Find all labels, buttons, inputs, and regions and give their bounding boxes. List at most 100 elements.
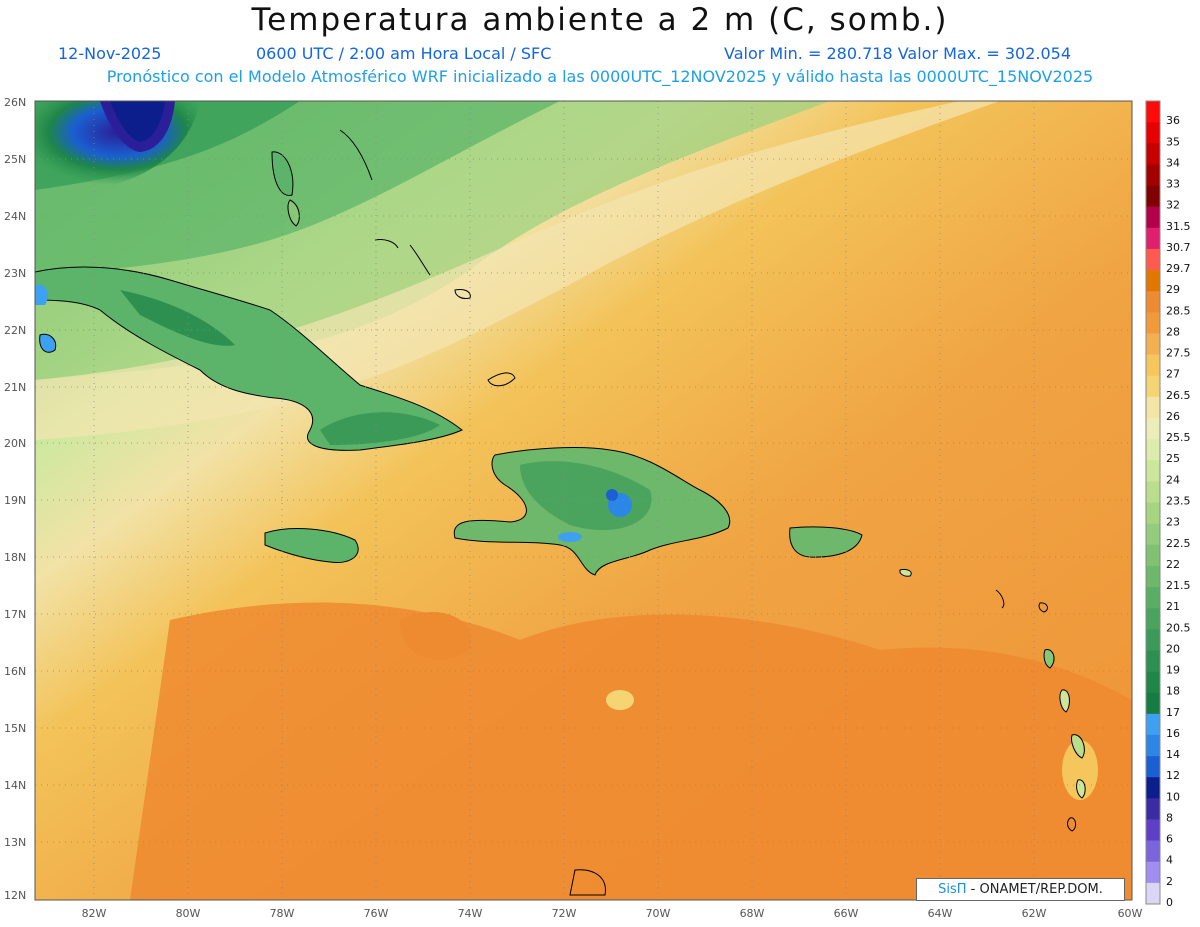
colorbar-swatch [1146, 417, 1160, 440]
colorbar-label: 26 [1166, 410, 1180, 423]
colorbar-label: 22.5 [1166, 537, 1191, 550]
colorbar-swatch [1146, 481, 1160, 503]
colorbar-swatch [1146, 312, 1160, 334]
colorbar-label: 25 [1166, 452, 1180, 465]
credit-text: - ONAMET/REP.DOM. [966, 882, 1103, 897]
lat-label: 26N [4, 96, 26, 109]
colorbar-label: 21 [1166, 600, 1180, 613]
value-min-max: Valor Min. = 280.718 Valor Max. = 302.05… [724, 44, 1072, 63]
colorbar-swatch [1146, 544, 1160, 567]
forecast-time: 0600 UTC / 2:00 am Hora Local / SFC [256, 44, 552, 63]
colorbar-swatch [1146, 164, 1160, 186]
lat-label: 15N [4, 722, 26, 735]
lon-label: 74W [458, 907, 483, 920]
colorbar-label: 36 [1166, 114, 1180, 127]
colorbar-swatch [1146, 206, 1160, 229]
lat-label: 12N [4, 889, 26, 902]
colorbar-swatch [1146, 270, 1160, 292]
colorbar-swatch [1146, 671, 1160, 693]
chart-title: Temperatura ambiente a 2 m (C, somb.) [251, 2, 949, 38]
lon-label: 66W [834, 907, 859, 920]
colorbar-swatch [1146, 840, 1160, 863]
colorbar-swatch [1146, 227, 1160, 250]
lon-label: 62W [1022, 907, 1047, 920]
colorbar-label: 19 [1166, 664, 1180, 677]
colorbar-label: 18 [1166, 685, 1180, 698]
lat-label: 23N [4, 267, 26, 280]
jamaica-landmass [264, 528, 359, 564]
colorbar-swatch [1146, 756, 1160, 778]
colorbar-swatch [1146, 861, 1160, 884]
lat-label: 22N [4, 324, 26, 337]
colorbar-swatch [1146, 587, 1160, 609]
colorbar-swatch [1146, 798, 1160, 820]
map-plot-area [35, 101, 1132, 900]
colorbar-swatch [1146, 882, 1160, 905]
lat-label: 24N [4, 210, 26, 223]
colorbar-swatch [1146, 460, 1160, 482]
colorbar-label: 27.5 [1166, 347, 1191, 360]
lat-label: 17N [4, 608, 26, 621]
lat-label: 16N [4, 665, 26, 678]
colorbar-label: 23 [1166, 516, 1180, 529]
colorbar-label: 10 [1166, 790, 1180, 803]
colorbar-swatch [1146, 734, 1160, 757]
colorbar-swatch [1146, 333, 1160, 355]
colorbar-label: 14 [1166, 748, 1180, 761]
colorbar-label: 20.5 [1166, 621, 1191, 634]
colorbar-label: 32 [1166, 199, 1180, 212]
colorbar-label: 25.5 [1166, 431, 1191, 444]
credit-box: SisΠ - ONAMET/REP.DOM. [916, 878, 1125, 901]
lat-label: 20N [4, 437, 26, 450]
lat-label: 13N [4, 836, 26, 849]
colorbar-label: 28.5 [1166, 304, 1191, 317]
lon-label: 82W [82, 907, 107, 920]
colorbar-label: 24 [1166, 473, 1180, 486]
lon-label: 78W [270, 907, 295, 920]
colorbar-label: 27 [1166, 368, 1180, 381]
lat-label: 25N [4, 153, 26, 166]
forecast-description: Pronóstico con el Modelo Atmosférico WRF… [106, 67, 1094, 86]
lon-label: 80W [176, 907, 201, 920]
colorbar-swatch [1146, 354, 1160, 377]
colorbar-frame [1145, 100, 1161, 905]
longitude-labels: 82W 80W 78W 76W 74W 72W 70W 68W 66W 64W … [82, 907, 1143, 920]
colorbar-label: 17 [1166, 706, 1180, 719]
colorbar-label: 8 [1166, 811, 1173, 824]
puerto-rico-landmass [789, 526, 863, 558]
colorbar-label: 20 [1166, 642, 1180, 655]
colorbar-label: 0 [1166, 896, 1173, 909]
colorbar-swatch [1146, 375, 1160, 398]
colorbar-swatch [1146, 396, 1160, 419]
lon-label: 70W [646, 907, 671, 920]
colorbar-swatch [1146, 692, 1160, 715]
colorbar-label: 21.5 [1166, 579, 1191, 592]
lat-label: 21N [4, 381, 26, 394]
colorbar-swatch [1146, 565, 1160, 588]
colorbar-label: 28 [1166, 325, 1180, 338]
colorbar-label: 6 [1166, 833, 1173, 846]
colorbar-label: 22 [1166, 558, 1180, 571]
forecast-date: 12-Nov-2025 [58, 44, 162, 63]
temperature-map: 26N 25N 24N 23N 22N 21N 20N 19N 18N 17N … [4, 96, 1191, 920]
colorbar-swatch [1146, 143, 1160, 165]
lon-label: 72W [552, 907, 577, 920]
colorbar-swatch [1146, 523, 1160, 546]
colorbar-swatch [1146, 777, 1160, 799]
colorbar-swatch [1146, 608, 1160, 630]
colorbar-label: 29 [1166, 283, 1180, 296]
colorbar-label: 2 [1166, 875, 1173, 888]
colorbar-label: 29.7 [1166, 262, 1191, 275]
colorbar-label: 23.5 [1166, 495, 1191, 508]
lon-label: 60W [1118, 907, 1143, 920]
colorbar-label: 33 [1166, 178, 1180, 191]
lon-label: 76W [364, 907, 389, 920]
colorbar-swatch [1146, 291, 1160, 313]
colorbar-label: 12 [1166, 769, 1180, 782]
colorbar-swatch [1146, 439, 1160, 461]
colorbar-swatch [1146, 101, 1160, 123]
colorbar-swatch [1146, 185, 1160, 207]
colorbar-swatch [1146, 248, 1160, 271]
colorbar-label: 30.7 [1166, 241, 1191, 254]
colorbar-swatch [1146, 650, 1160, 672]
